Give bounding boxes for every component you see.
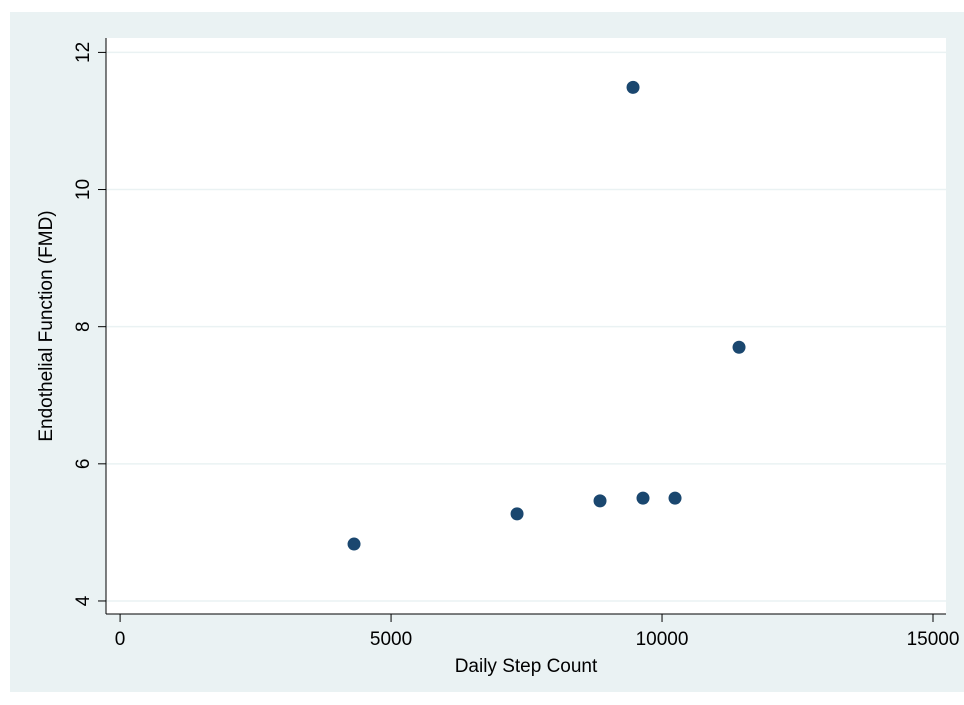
point <box>510 507 524 521</box>
point <box>732 340 746 354</box>
x-axis-title: Daily Step Count <box>455 656 598 677</box>
x-tick-label: 10000 <box>636 629 689 650</box>
y-axis-title: Endothelial Function (FMD) <box>36 210 57 441</box>
y-tick-label: 10 <box>73 179 94 200</box>
point <box>347 537 361 551</box>
y-tick-label: 8 <box>73 321 94 332</box>
y-tick-label: 12 <box>73 42 94 63</box>
x-tick-label: 15000 <box>907 629 960 650</box>
point <box>626 80 640 94</box>
x-tick-label: 5000 <box>370 629 412 650</box>
point <box>668 491 682 505</box>
point <box>636 491 650 505</box>
y-tick-label: 6 <box>73 459 94 470</box>
y-tick-label: 4 <box>73 595 94 606</box>
x-tick-label: 0 <box>115 629 126 650</box>
point <box>593 494 607 508</box>
